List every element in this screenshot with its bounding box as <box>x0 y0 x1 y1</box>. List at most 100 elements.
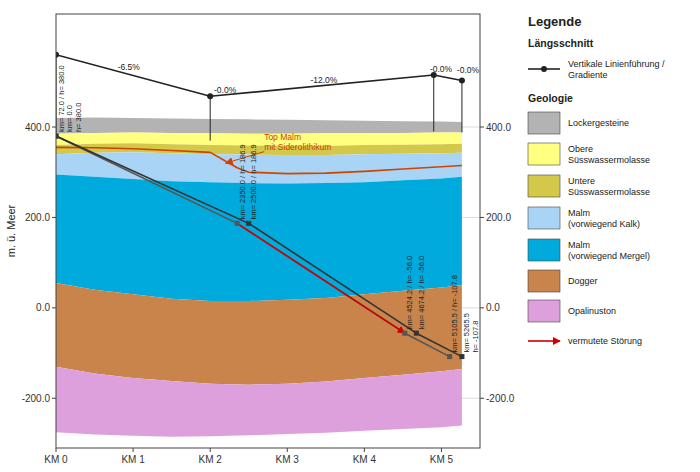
text-line: Gradiente <box>568 70 608 80</box>
text-line: Malm <box>568 208 590 218</box>
text-line: -0.0% <box>430 64 453 74</box>
x-tick-label: KM 0 <box>44 454 68 465</box>
y2-tick-label: 0.0 <box>486 302 500 313</box>
profile-line <box>237 223 405 333</box>
layer <box>56 367 462 437</box>
point-marker <box>447 354 452 359</box>
x-tick <box>441 448 442 452</box>
y2-tick-label: 400.0 <box>486 122 511 133</box>
chart: KM 0 KM 1 KM 2 KM 3 KM 4 KM 5 -200.0 0.0 200.0 40… <box>0 0 700 472</box>
text-line: -0.0% <box>457 65 480 75</box>
y-tick <box>52 307 56 308</box>
x-tick <box>56 448 57 452</box>
node-label: h= -107.8 <box>471 321 480 353</box>
x-tick-label: KM 4 <box>353 454 377 465</box>
legend-swatch <box>528 143 560 165</box>
legend-swatch <box>528 239 560 261</box>
y2-tick <box>480 398 484 399</box>
x-tick-label: KM 3 <box>276 454 300 465</box>
annotation: -6.5% <box>118 62 141 72</box>
legend-title: Legende <box>528 14 581 29</box>
node-label: km= 4674.2 / h= -56.0 <box>417 256 426 329</box>
point-marker <box>207 93 213 99</box>
text-line: (vorwiegend Kalk) <box>568 219 640 229</box>
profile-line <box>56 136 450 357</box>
node-label: h= 380.0 <box>74 103 83 132</box>
node-label: km= 5105.5 / h= -107.8 <box>450 275 459 353</box>
x-tick-label: KM 1 <box>121 454 145 465</box>
legend-swatch <box>528 175 560 197</box>
y2-tick <box>480 307 484 308</box>
text-line: Top Malm <box>264 132 301 142</box>
x-tick <box>287 448 288 452</box>
y2-tick <box>480 127 484 128</box>
text-line: Vertikale Linienführung / <box>568 59 665 69</box>
legend-label: Malm(vorwiegend Kalk) <box>568 208 640 229</box>
legend-swatch <box>528 112 560 134</box>
point-marker <box>414 331 419 336</box>
point-marker <box>235 221 240 226</box>
point-marker <box>459 77 465 83</box>
text-line: Lockergesteine <box>568 118 629 128</box>
drop-line <box>461 80 462 132</box>
profile-line <box>56 147 462 173</box>
legend-label: Opalinuston <box>568 306 616 316</box>
text-line: Obere <box>568 144 593 154</box>
y-tick <box>52 398 56 399</box>
legend-label: ObereSüsswassermolasse <box>568 144 650 165</box>
legend-swatch <box>528 340 560 342</box>
drop-line <box>210 96 211 140</box>
annotation: -0.0% <box>457 65 480 75</box>
x-tick-label: KM 2 <box>199 454 223 465</box>
point-marker <box>246 221 251 226</box>
y2-tick-label: 200.0 <box>486 212 511 223</box>
text-line: Opalinuston <box>568 306 616 316</box>
y-tick-label: -200.0 <box>22 393 51 404</box>
text-line: -0.0% <box>214 85 237 95</box>
layer <box>56 283 462 385</box>
y2-tick-label: -200.0 <box>486 393 515 404</box>
legend-label: vermutete Störung <box>568 336 642 346</box>
x-tick <box>364 448 365 452</box>
y-tick-label: 0.0 <box>36 302 50 313</box>
legend-label: Malm(vorwiegend Mergel) <box>568 240 650 261</box>
text-line: Süsswassermolasse <box>568 155 650 165</box>
legend-label: Lockergesteine <box>568 118 629 128</box>
node-label: km= 2500.0 / h= 186.9 <box>249 144 258 219</box>
drop-line <box>433 75 434 132</box>
y-tick <box>52 217 56 218</box>
node-label: km= 2350.0 / h= 186.9 <box>238 144 247 219</box>
legend-label: UntereSüsswassermolasse <box>568 176 650 197</box>
legend-heading: Längsschnitt <box>528 37 594 49</box>
x-tick <box>133 448 134 452</box>
text-line: -12.0% <box>310 75 337 85</box>
annotation: -0.0% <box>214 85 237 95</box>
y-tick <box>52 127 56 128</box>
text-line: mit Siderolithikum <box>264 142 331 152</box>
text-line: -6.5% <box>118 62 141 72</box>
legend-heading: Geologie <box>528 92 573 104</box>
y-axis-label: m. ü. Meer <box>5 204 17 257</box>
profile-line <box>56 55 462 97</box>
x-tick <box>210 448 211 452</box>
legend-swatch-marker <box>541 66 547 72</box>
text-line: Malm <box>568 240 590 250</box>
plot-area <box>56 52 465 437</box>
point-marker <box>402 331 407 336</box>
text-line: Untere <box>568 176 595 186</box>
legend-swatch <box>528 270 560 292</box>
legend-swatch <box>528 300 560 322</box>
text-line: (vorwiegend Mergel) <box>568 251 650 261</box>
annotation: -12.0% <box>310 75 337 85</box>
text-line: Dogger <box>568 276 598 286</box>
layer <box>56 118 462 134</box>
profile-line <box>56 136 462 357</box>
x-tick-label: KM 5 <box>430 454 454 465</box>
y-tick-label: 400.0 <box>25 122 50 133</box>
legend-label: Vertikale Linienführung /Gradiente <box>568 59 665 80</box>
annotation: -0.0% <box>430 64 453 74</box>
legend-label: Dogger <box>568 276 598 286</box>
y2-tick <box>480 217 484 218</box>
legend-swatch <box>528 207 560 229</box>
annotation: Top Malmmit Siderolithikum <box>264 132 331 152</box>
